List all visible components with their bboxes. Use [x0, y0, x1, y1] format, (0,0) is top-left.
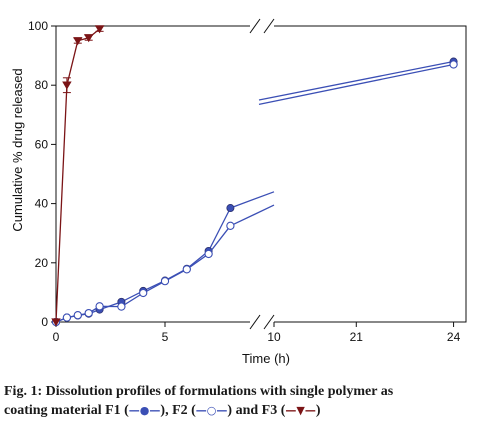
f2-legend-marker: —○—: [195, 404, 228, 417]
f3-point: [94, 25, 105, 34]
f2-point: [73, 311, 82, 320]
y-tick-label: 40: [35, 197, 49, 211]
f3-legend-marker: —▼—: [285, 404, 316, 417]
f3-point: [83, 34, 94, 43]
figure-caption: Fig. 1: Dissolution profiles of formulat…: [4, 382, 500, 420]
f3-point: [73, 37, 83, 46]
top-break-mark: [249, 18, 261, 34]
y-tick-label: 20: [35, 256, 49, 270]
caption-line-1: Fig. 1: Dissolution profiles of formulat…: [4, 384, 394, 399]
f3-line: [55, 28, 101, 323]
y-tick-label: 100: [28, 19, 48, 33]
f1-legend-marker: —●—: [128, 404, 161, 417]
f2-point: [139, 288, 148, 298]
f1-point: [226, 204, 235, 213]
y-tick-label: 80: [35, 78, 49, 92]
top-break-gap: [250, 22, 274, 30]
f2-point: [117, 302, 126, 311]
f1-late-line: [258, 60, 454, 101]
x-axis-label: Time (h): [242, 351, 290, 366]
f2-point: [62, 313, 72, 322]
f3-point: [51, 318, 61, 327]
f2-point: [226, 221, 235, 230]
bottom-break-mark: [249, 314, 261, 330]
f2-point: [182, 265, 191, 274]
plot-frame: [55, 18, 467, 330]
f3-point: [62, 81, 72, 90]
axes: 0 20 40 60 80 100 0 5 10 21 24: [28, 19, 461, 344]
f2-trend-line: [230, 204, 275, 227]
caption-text-start: coating material F1 (: [4, 403, 129, 418]
caption-sep-1: ), F2 (: [160, 403, 196, 418]
y-tick-label: 0: [41, 315, 48, 329]
f2-point: [449, 60, 458, 69]
f2-late-line: [258, 63, 454, 106]
series-layer: [51, 25, 458, 327]
x-tick-label: 5: [162, 330, 169, 344]
caption-sep-2: ) and F3 (: [227, 403, 286, 418]
x-tick-label: 24: [447, 330, 461, 344]
x-tick-label: 21: [350, 330, 364, 344]
f1-trend-line: [230, 191, 275, 209]
f2-point: [160, 277, 170, 286]
y-axis-label: Cumulative % drug released: [10, 68, 25, 231]
y-tick-label: 60: [35, 137, 49, 151]
x-tick-label: 10: [267, 330, 281, 344]
caption-end: ): [315, 403, 321, 418]
bottom-break-mark: [263, 314, 275, 330]
plot-border: [55, 25, 467, 323]
x-tick-label: 0: [53, 330, 60, 344]
caption-line-2: coating material F1 (—●—), F2 (—○—) and …: [4, 401, 500, 420]
bottom-break-gap: [250, 318, 274, 326]
f2-line: [55, 225, 231, 323]
dissolution-chart: 0 20 40 60 80 100 0 5 10 21 24 Cumulative % drug r…: [10, 18, 467, 366]
f2-point: [204, 249, 213, 259]
f2-point: [95, 302, 104, 311]
f2-point: [84, 308, 93, 318]
top-break-mark: [263, 18, 275, 34]
f1-line: [55, 207, 231, 323]
